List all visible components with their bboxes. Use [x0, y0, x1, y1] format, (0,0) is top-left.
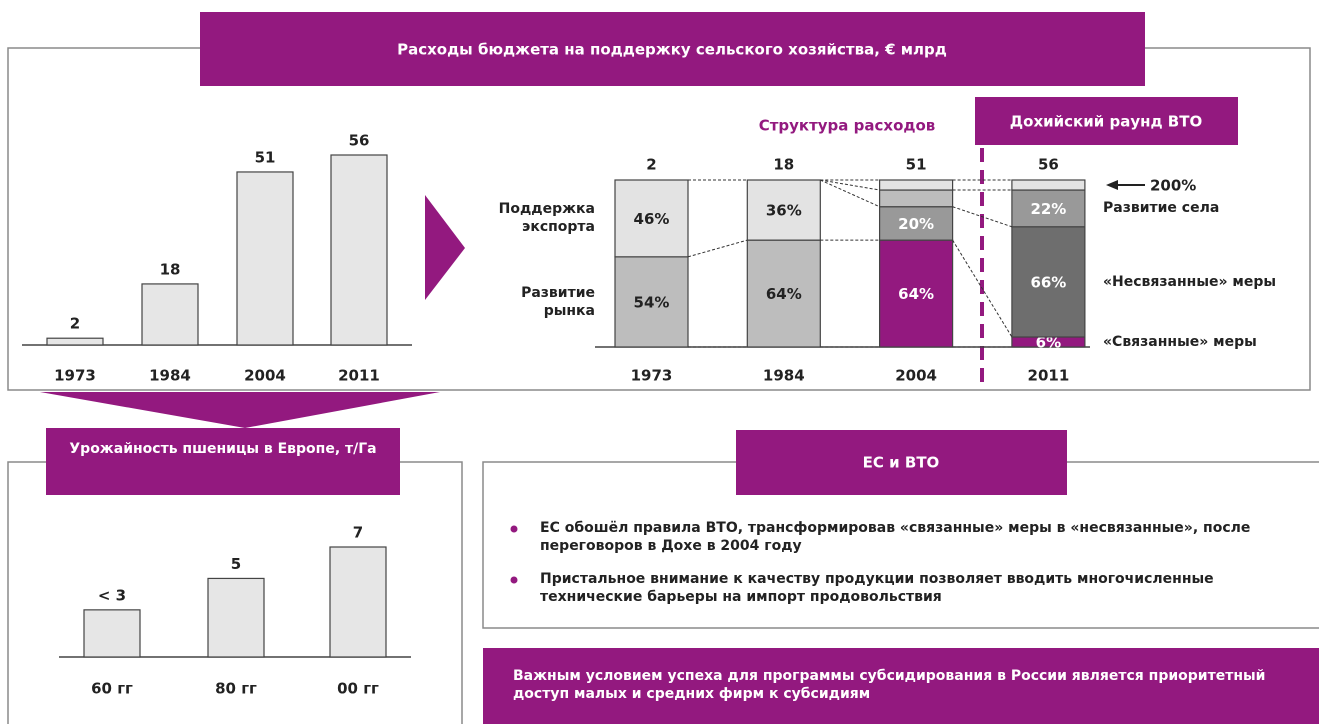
total-label: 56 — [1038, 156, 1059, 174]
bullet-text: ЕС обошёл правила ВТО, трансформировав «… — [540, 520, 1251, 554]
annotation-box — [975, 97, 1238, 145]
series-label: Развитие рынка — [521, 284, 595, 319]
arrow-head — [1106, 180, 1118, 191]
arrow-right — [425, 195, 465, 300]
value-label: 20% — [898, 215, 934, 233]
total-label: 2 — [646, 156, 656, 174]
bar — [141, 283, 199, 346]
bar-segment — [1011, 189, 1086, 228]
section-title: ЕС и ВТО — [863, 454, 940, 472]
x-tick-label: 60 гг — [91, 680, 133, 698]
value-label: 64% — [898, 285, 934, 303]
connector — [820, 179, 880, 191]
value-label: < 3 — [98, 586, 126, 604]
x-tick-label: 1973 — [54, 367, 96, 385]
frame-left — [7, 461, 463, 724]
bar-segment — [746, 239, 821, 348]
value-label: 56 — [349, 132, 370, 150]
bar — [83, 609, 141, 658]
x-tick-label: 2011 — [338, 367, 380, 385]
value-label: 2 — [70, 315, 80, 333]
bar-segment — [878, 189, 954, 208]
bar — [330, 154, 388, 346]
bullet-text: Пристальное внимание к качеству продукци… — [540, 571, 1214, 605]
bar-segment — [878, 179, 954, 191]
x-tick-label: 2004 — [895, 367, 937, 385]
arrow-down — [40, 392, 440, 428]
value-label: 36% — [766, 202, 802, 220]
bar-segment — [746, 179, 821, 241]
chart-title: Урожайность пшеницы в Европе, т/Га — [69, 441, 377, 457]
bar-segment — [614, 256, 689, 348]
bar-segment — [614, 179, 689, 258]
series-label: Развитие села — [1103, 200, 1220, 217]
value-label: 18 — [160, 260, 181, 278]
total-label: 18 — [773, 156, 794, 174]
x-tick-label: 1984 — [149, 367, 191, 385]
annotation: Дохийский раунд ВТО — [1010, 113, 1202, 131]
bar — [46, 337, 104, 346]
connector — [952, 206, 1013, 228]
series-label: «Несвязанные» меры — [1103, 273, 1277, 290]
connector — [687, 239, 748, 258]
value-label: 7 — [353, 524, 363, 542]
value-label: 64% — [766, 285, 802, 303]
bar-segment — [1011, 226, 1086, 338]
series-label: «Связанные» меры — [1103, 333, 1257, 350]
frame-top — [7, 47, 1311, 391]
chart-subtitle: Структура расходов — [759, 117, 936, 135]
value-label: 6% — [1036, 333, 1061, 351]
bar-segment — [1011, 179, 1086, 191]
value-label: 51 — [255, 148, 276, 166]
x-tick-label: 2004 — [244, 367, 286, 385]
bar — [207, 577, 265, 658]
connector — [952, 239, 1013, 338]
header-box — [200, 12, 1145, 86]
frame-right — [482, 461, 1319, 629]
value-label: 22% — [1030, 200, 1066, 218]
title-box — [736, 430, 1067, 495]
bullet — [510, 525, 518, 533]
conclusion: Важным условием успеха для программы суб… — [513, 668, 1266, 702]
series-label: Поддержка экспорта — [498, 201, 595, 236]
x-tick-label: 1973 — [631, 367, 673, 385]
bullet — [510, 576, 518, 584]
bar — [329, 546, 387, 658]
value-label: 46% — [634, 210, 670, 228]
value-label: 66% — [1030, 273, 1066, 291]
bar-segment — [878, 239, 954, 348]
bar — [236, 171, 294, 346]
x-tick-label: 80 гг — [215, 680, 257, 698]
x-tick-label: 00 гг — [337, 680, 379, 698]
title-box — [46, 428, 400, 495]
connector — [820, 179, 880, 208]
x-tick-label: 1984 — [763, 367, 805, 385]
arrow-label: 200% — [1150, 177, 1196, 195]
total-label: 51 — [906, 156, 927, 174]
conclusion-box — [483, 648, 1319, 724]
value-label: 54% — [634, 293, 670, 311]
x-tick-label: 2011 — [1028, 367, 1070, 385]
value-label: 5 — [231, 555, 241, 573]
chart-title: Расходы бюджета на поддержку сельского х… — [397, 41, 947, 59]
